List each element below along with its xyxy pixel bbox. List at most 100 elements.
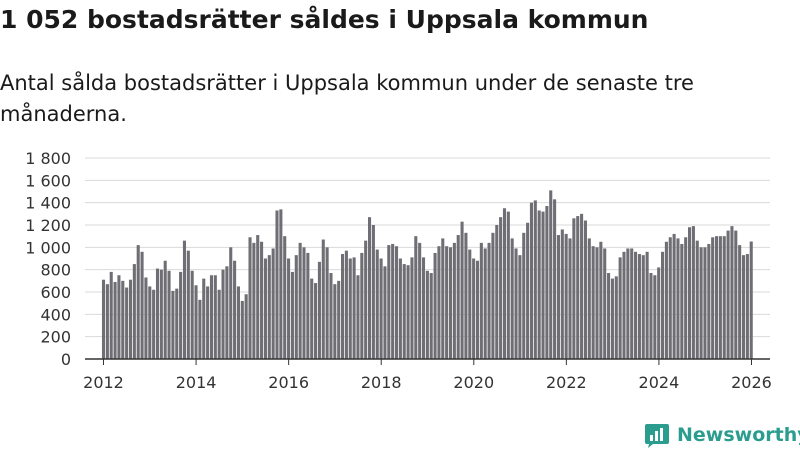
- bar: [437, 246, 441, 359]
- bar: [360, 252, 364, 359]
- bar: [549, 190, 553, 359]
- bar: [626, 248, 630, 359]
- x-tick-label: 2026: [731, 373, 772, 392]
- chart-subtitle: Antal sålda bostadsrätter i Uppsala komm…: [0, 71, 694, 126]
- x-tick-label: 2016: [268, 373, 309, 392]
- bar: [568, 238, 572, 359]
- bar: [379, 258, 383, 359]
- bar: [337, 280, 341, 359]
- bar: [537, 210, 541, 359]
- bar: [680, 243, 684, 359]
- y-tick-label: 1 200: [25, 216, 71, 235]
- bar: [572, 218, 576, 359]
- bar: [591, 246, 595, 359]
- bar: [502, 208, 507, 359]
- bar: [657, 267, 661, 359]
- bar: [734, 230, 738, 359]
- bar: [167, 270, 171, 359]
- bar: [306, 252, 310, 359]
- bar: [348, 258, 352, 359]
- bar: [510, 238, 514, 359]
- bar: [225, 266, 229, 359]
- bar: [464, 232, 468, 359]
- bar: [641, 255, 645, 359]
- bar: [425, 270, 429, 359]
- bar: [699, 247, 703, 359]
- bar: [661, 251, 665, 359]
- bar: [329, 273, 333, 359]
- bar: [445, 246, 449, 359]
- bar: [368, 217, 372, 359]
- bar: [248, 237, 252, 359]
- bar: [672, 233, 676, 359]
- data-label: 1 052: [736, 140, 782, 144]
- bar: [688, 227, 692, 359]
- bar: [294, 255, 298, 359]
- bar: [595, 247, 599, 359]
- bar: [121, 280, 125, 359]
- bar: [441, 238, 445, 359]
- bar: [402, 264, 406, 359]
- bar: [560, 229, 564, 359]
- bar: [418, 242, 422, 359]
- bar: [487, 242, 491, 359]
- bar: [711, 237, 715, 359]
- bar: [182, 240, 187, 359]
- x-axis: 2012 2014 2016 2018 2020 2022 2024 2026: [83, 358, 772, 392]
- bar: [271, 248, 275, 359]
- bar: [421, 257, 426, 359]
- x-tick-label: 2014: [176, 373, 217, 392]
- bar: [125, 287, 129, 359]
- bar: [452, 242, 456, 359]
- bar: [491, 232, 495, 359]
- y-tick-label: 1 400: [25, 194, 71, 213]
- bar: [433, 252, 437, 359]
- bar: [495, 225, 499, 359]
- newsworthy-logo-icon: [645, 424, 669, 448]
- bar: [252, 242, 256, 359]
- bar: [325, 247, 329, 359]
- y-tick-label: 1 000: [25, 238, 71, 257]
- x-tick-label: 2020: [453, 373, 494, 392]
- x-tick-label: 2022: [546, 373, 587, 392]
- bar: [217, 289, 221, 359]
- bar: [198, 299, 202, 359]
- bar: [175, 288, 179, 359]
- bar: [526, 222, 530, 359]
- bar: [599, 241, 603, 359]
- bar: [541, 211, 545, 359]
- bar: [202, 278, 206, 359]
- y-tick-label: 1 800: [25, 149, 71, 168]
- bar: [159, 269, 163, 359]
- bar: [556, 235, 560, 359]
- bar: [371, 225, 375, 359]
- bar: [298, 242, 302, 359]
- bar: [653, 275, 657, 359]
- bar: [730, 226, 734, 359]
- bar: [341, 254, 345, 359]
- bar: [391, 243, 395, 359]
- bar: [194, 285, 198, 359]
- bar: [634, 251, 638, 359]
- bar: [580, 213, 584, 359]
- y-tick-label: 0: [61, 350, 71, 369]
- bar: [545, 206, 549, 359]
- bar: [506, 211, 510, 359]
- bar: [136, 245, 140, 359]
- bar: [333, 284, 337, 359]
- bar: [283, 236, 287, 359]
- bar: [233, 260, 237, 359]
- x-tick-label: 2018: [361, 373, 402, 392]
- x-tick-label: 2024: [639, 373, 680, 392]
- bar: [553, 199, 557, 359]
- bar: [645, 251, 649, 359]
- bar: [668, 237, 672, 359]
- bar: [221, 269, 225, 359]
- bar: [587, 238, 591, 359]
- bar: [722, 236, 726, 359]
- bar: [190, 270, 194, 359]
- bar: [236, 286, 240, 359]
- bar: [483, 248, 487, 359]
- bar: [260, 241, 264, 359]
- bar: [113, 281, 117, 359]
